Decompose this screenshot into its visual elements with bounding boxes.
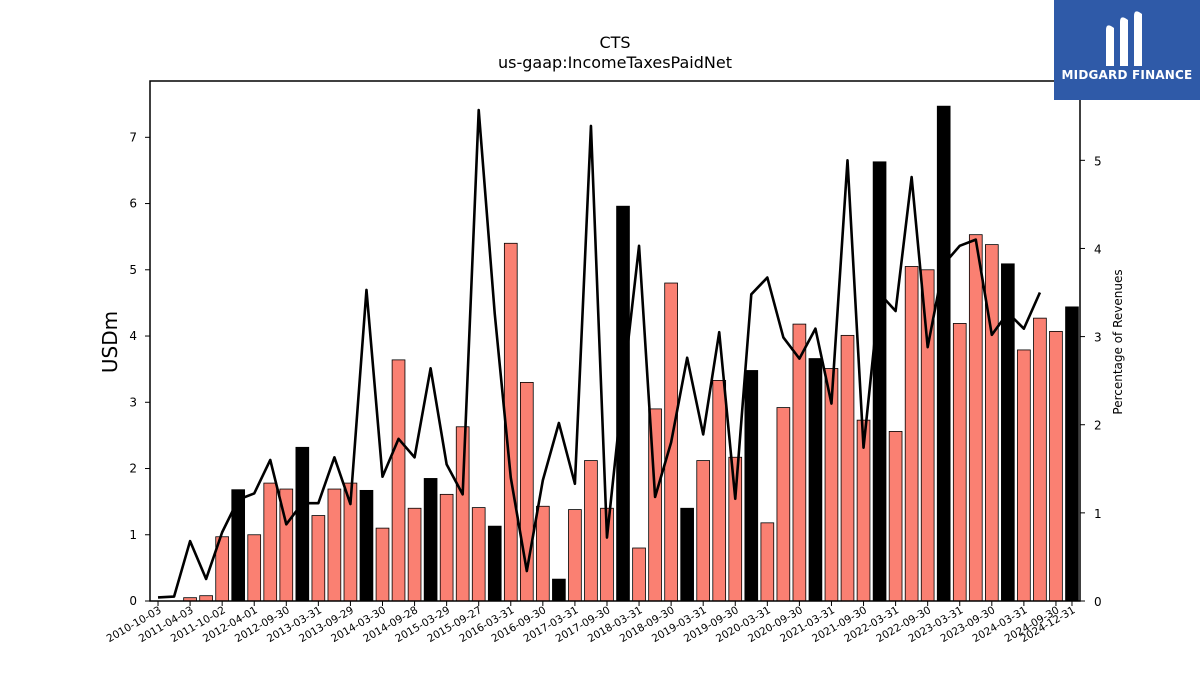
y-tick-label-4: 4: [129, 329, 137, 343]
y-tick-label-1: 1: [129, 528, 137, 542]
line-series: [157, 108, 1042, 599]
bar-series: [183, 105, 1079, 602]
bar-2013-03-31: [311, 515, 326, 602]
bar-2015-12-31: [487, 525, 502, 602]
y-tick-label-2: 2: [129, 462, 137, 476]
bar-2014-12-31: [423, 478, 438, 602]
bar-2012-12-31: [295, 446, 310, 602]
bar-2020-03-31: [760, 522, 775, 602]
bar-2015-03-29: [439, 493, 454, 602]
y2-axis-label: Percentage of Revenues: [1111, 269, 1125, 414]
y2-tick-label-0: 0: [1094, 595, 1102, 609]
bar-2012-07-01: [263, 482, 278, 602]
y2-tick-label-2: 2: [1094, 419, 1102, 433]
bar-2013-06-30: [327, 488, 342, 602]
chart-subtitle: us-gaap:IncomeTaxesPaidNet: [498, 53, 732, 72]
y2-tick-label-4: 4: [1094, 242, 1102, 256]
bar-2022-06-30: [904, 266, 919, 602]
y2-tick-label-3: 3: [1094, 331, 1102, 345]
bar-2017-12-31: [616, 205, 630, 602]
bar-2017-03-31: [568, 509, 582, 602]
bar-2014-06-29: [391, 359, 406, 602]
bar-2020-06-30: [776, 407, 791, 602]
bar-2023-09-30: [985, 244, 999, 602]
bar-2014-09-28: [407, 507, 422, 602]
y-tick-label-5: 5: [129, 263, 137, 277]
bar-2023-03-31: [952, 323, 967, 602]
bar-2013-12-31: [359, 489, 374, 602]
y-tick-label-6: 6: [129, 197, 137, 211]
bar-2024-06-30: [1033, 317, 1047, 602]
bar-2019-12-31: [744, 370, 759, 602]
midgard-logo-icon: [1106, 11, 1142, 66]
y-tick-label-7: 7: [129, 130, 137, 144]
bar-2015-09-27: [471, 507, 486, 602]
bar-2018-03-31: [632, 547, 646, 602]
bar-2011-07-03: [199, 595, 213, 602]
bar-2024-03-31: [1017, 349, 1031, 602]
plot-frame: [149, 80, 1081, 602]
y-axis-label: USDm: [98, 311, 122, 373]
bar-2014-03-30: [375, 527, 390, 602]
bar-2021-06-30: [840, 334, 855, 602]
bar-2024-12-31: [1065, 306, 1079, 602]
bar-2024-09-30: [1049, 330, 1063, 602]
bar-2022-12-31: [936, 105, 951, 602]
bar-2012-04-01: [247, 534, 262, 602]
logo-text: MIDGARD FINANCE: [1061, 68, 1193, 82]
y-tick-label-3: 3: [129, 395, 137, 409]
bar-2020-12-31: [808, 358, 823, 602]
bar-2019-09-30: [728, 456, 743, 602]
y2-tick-label-1: 1: [1094, 507, 1102, 521]
bar-2019-03-31: [696, 460, 711, 602]
bar-2017-06-30: [584, 460, 598, 602]
bar-2016-09-30: [536, 505, 550, 602]
bar-2022-03-31: [888, 431, 903, 602]
bar-2021-12-31: [872, 161, 887, 602]
bar-2018-12-31: [680, 507, 694, 602]
bar-2020-09-30: [792, 323, 807, 602]
bar-2016-12-31: [552, 578, 566, 602]
bar-2015-06-28: [455, 426, 470, 602]
line-percentage-of-revenues: [157, 108, 1042, 599]
brand-logo: MIDGARD FINANCE: [1054, 0, 1200, 100]
chart-title: CTS: [599, 33, 630, 52]
y2-tick-label-5: 5: [1094, 154, 1102, 168]
bar-2019-06-30: [712, 380, 727, 602]
bar-2023-06-30: [968, 234, 983, 602]
y-tick-label-0: 0: [129, 594, 137, 608]
